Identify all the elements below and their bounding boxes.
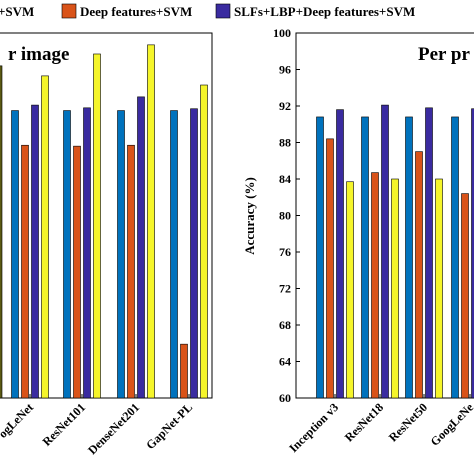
right-panel: Per pr Accuracy (%) 60 64 68 72 76 80 84 88 92 96… <box>242 26 474 455</box>
right-bar-2-resnet50 <box>415 151 423 399</box>
left-bar-2-densenet201 <box>127 144 135 399</box>
legend-swatch-deep-features-svm <box>61 3 77 19</box>
left-bar-1-densenet201 <box>117 110 125 399</box>
right-category-label: ResNet50 <box>386 400 430 444</box>
right-y-tick-label: 80 <box>279 209 291 223</box>
right-bar-4-inception-v3 <box>346 181 354 399</box>
right-bar-2-inception-v3 <box>326 138 334 399</box>
left-bar-2-gapnet-pl <box>180 343 188 399</box>
right-bar-4-resnet50 <box>435 178 443 399</box>
right-y-tick-label: 72 <box>279 282 291 296</box>
right-bar-3-resnet18 <box>381 104 389 399</box>
legend-label-slfs-lbp-deep-features-svm: SLFs+LBP+Deep features+SVM <box>234 4 415 19</box>
right-bar-2-googlene <box>461 193 469 399</box>
right-bar-3-resnet50 <box>425 107 433 399</box>
right-panel-title: Per pr <box>418 44 470 65</box>
legend-label-svm: +SVM <box>0 4 34 19</box>
right-y-tick-label: 68 <box>279 318 291 332</box>
left-bar-4-resnet101 <box>93 53 101 399</box>
legend-swatch-slfs-lbp-deep-features-svm <box>215 3 231 19</box>
left-bar-3-oglenet <box>31 104 39 399</box>
left-bar-3-gapnet-pl <box>190 108 198 399</box>
left-bar-1-gapnet-pl <box>170 110 178 399</box>
left-bar-4-densenet201 <box>147 44 155 399</box>
right-y-tick-label: 100 <box>273 26 291 40</box>
legend-label-deep-features-svm: Deep features+SVM <box>80 4 192 19</box>
right-bar-1-inception-v3 <box>316 116 324 399</box>
left-bar-4-oglenet <box>41 75 49 399</box>
right-bar-2-resnet18 <box>371 172 379 399</box>
left-bar-1-resnet101 <box>63 110 71 399</box>
right-y-tick-label: 92 <box>279 99 291 113</box>
right-category-label: Inception v3 <box>286 400 341 455</box>
left-category-label: ogLeNet <box>0 400 36 441</box>
right-y-tick-label: 88 <box>279 136 291 150</box>
right-y-tick-label: 84 <box>279 172 291 186</box>
right-category-label: GoogLeNe <box>428 400 474 449</box>
left-bar-3-resnet101 <box>83 107 91 399</box>
right-y-tick-label: 60 <box>279 391 291 405</box>
right-bar-1-resnet50 <box>405 116 413 399</box>
legend: +SVM Deep features+SVM SLFs+LBP+Deep fea… <box>0 3 415 19</box>
left-bar-1-oglenet <box>11 110 19 399</box>
left-panel-title: r image <box>8 44 69 65</box>
left-bar-2-oglenet <box>21 144 29 399</box>
right-bar-4-resnet18 <box>391 178 399 399</box>
left-bar-4-gapnet-pl <box>200 84 208 399</box>
right-bar-1-googlene <box>451 116 459 399</box>
right-category-label: ResNet18 <box>342 400 386 444</box>
right-y-tick-label: 96 <box>279 63 291 77</box>
left-partial-bar <box>0 65 3 399</box>
left-category-label: ResNet101 <box>40 400 89 449</box>
right-bar-3-googlene <box>471 108 474 399</box>
left-bar-2-resnet101 <box>73 145 81 399</box>
right-y-axis-title: Accuracy (%) <box>242 177 257 255</box>
left-bar-3-densenet201 <box>137 96 145 399</box>
left-category-label: GapNet-PL <box>143 400 195 452</box>
right-bar-3-inception-v3 <box>336 109 344 399</box>
left-plot-frame <box>0 32 213 399</box>
right-bar-1-resnet18 <box>361 116 369 399</box>
right-y-tick-label: 64 <box>279 355 291 369</box>
right-y-tick-label: 76 <box>279 245 291 259</box>
left-category-label: DenseNet201 <box>85 400 142 457</box>
